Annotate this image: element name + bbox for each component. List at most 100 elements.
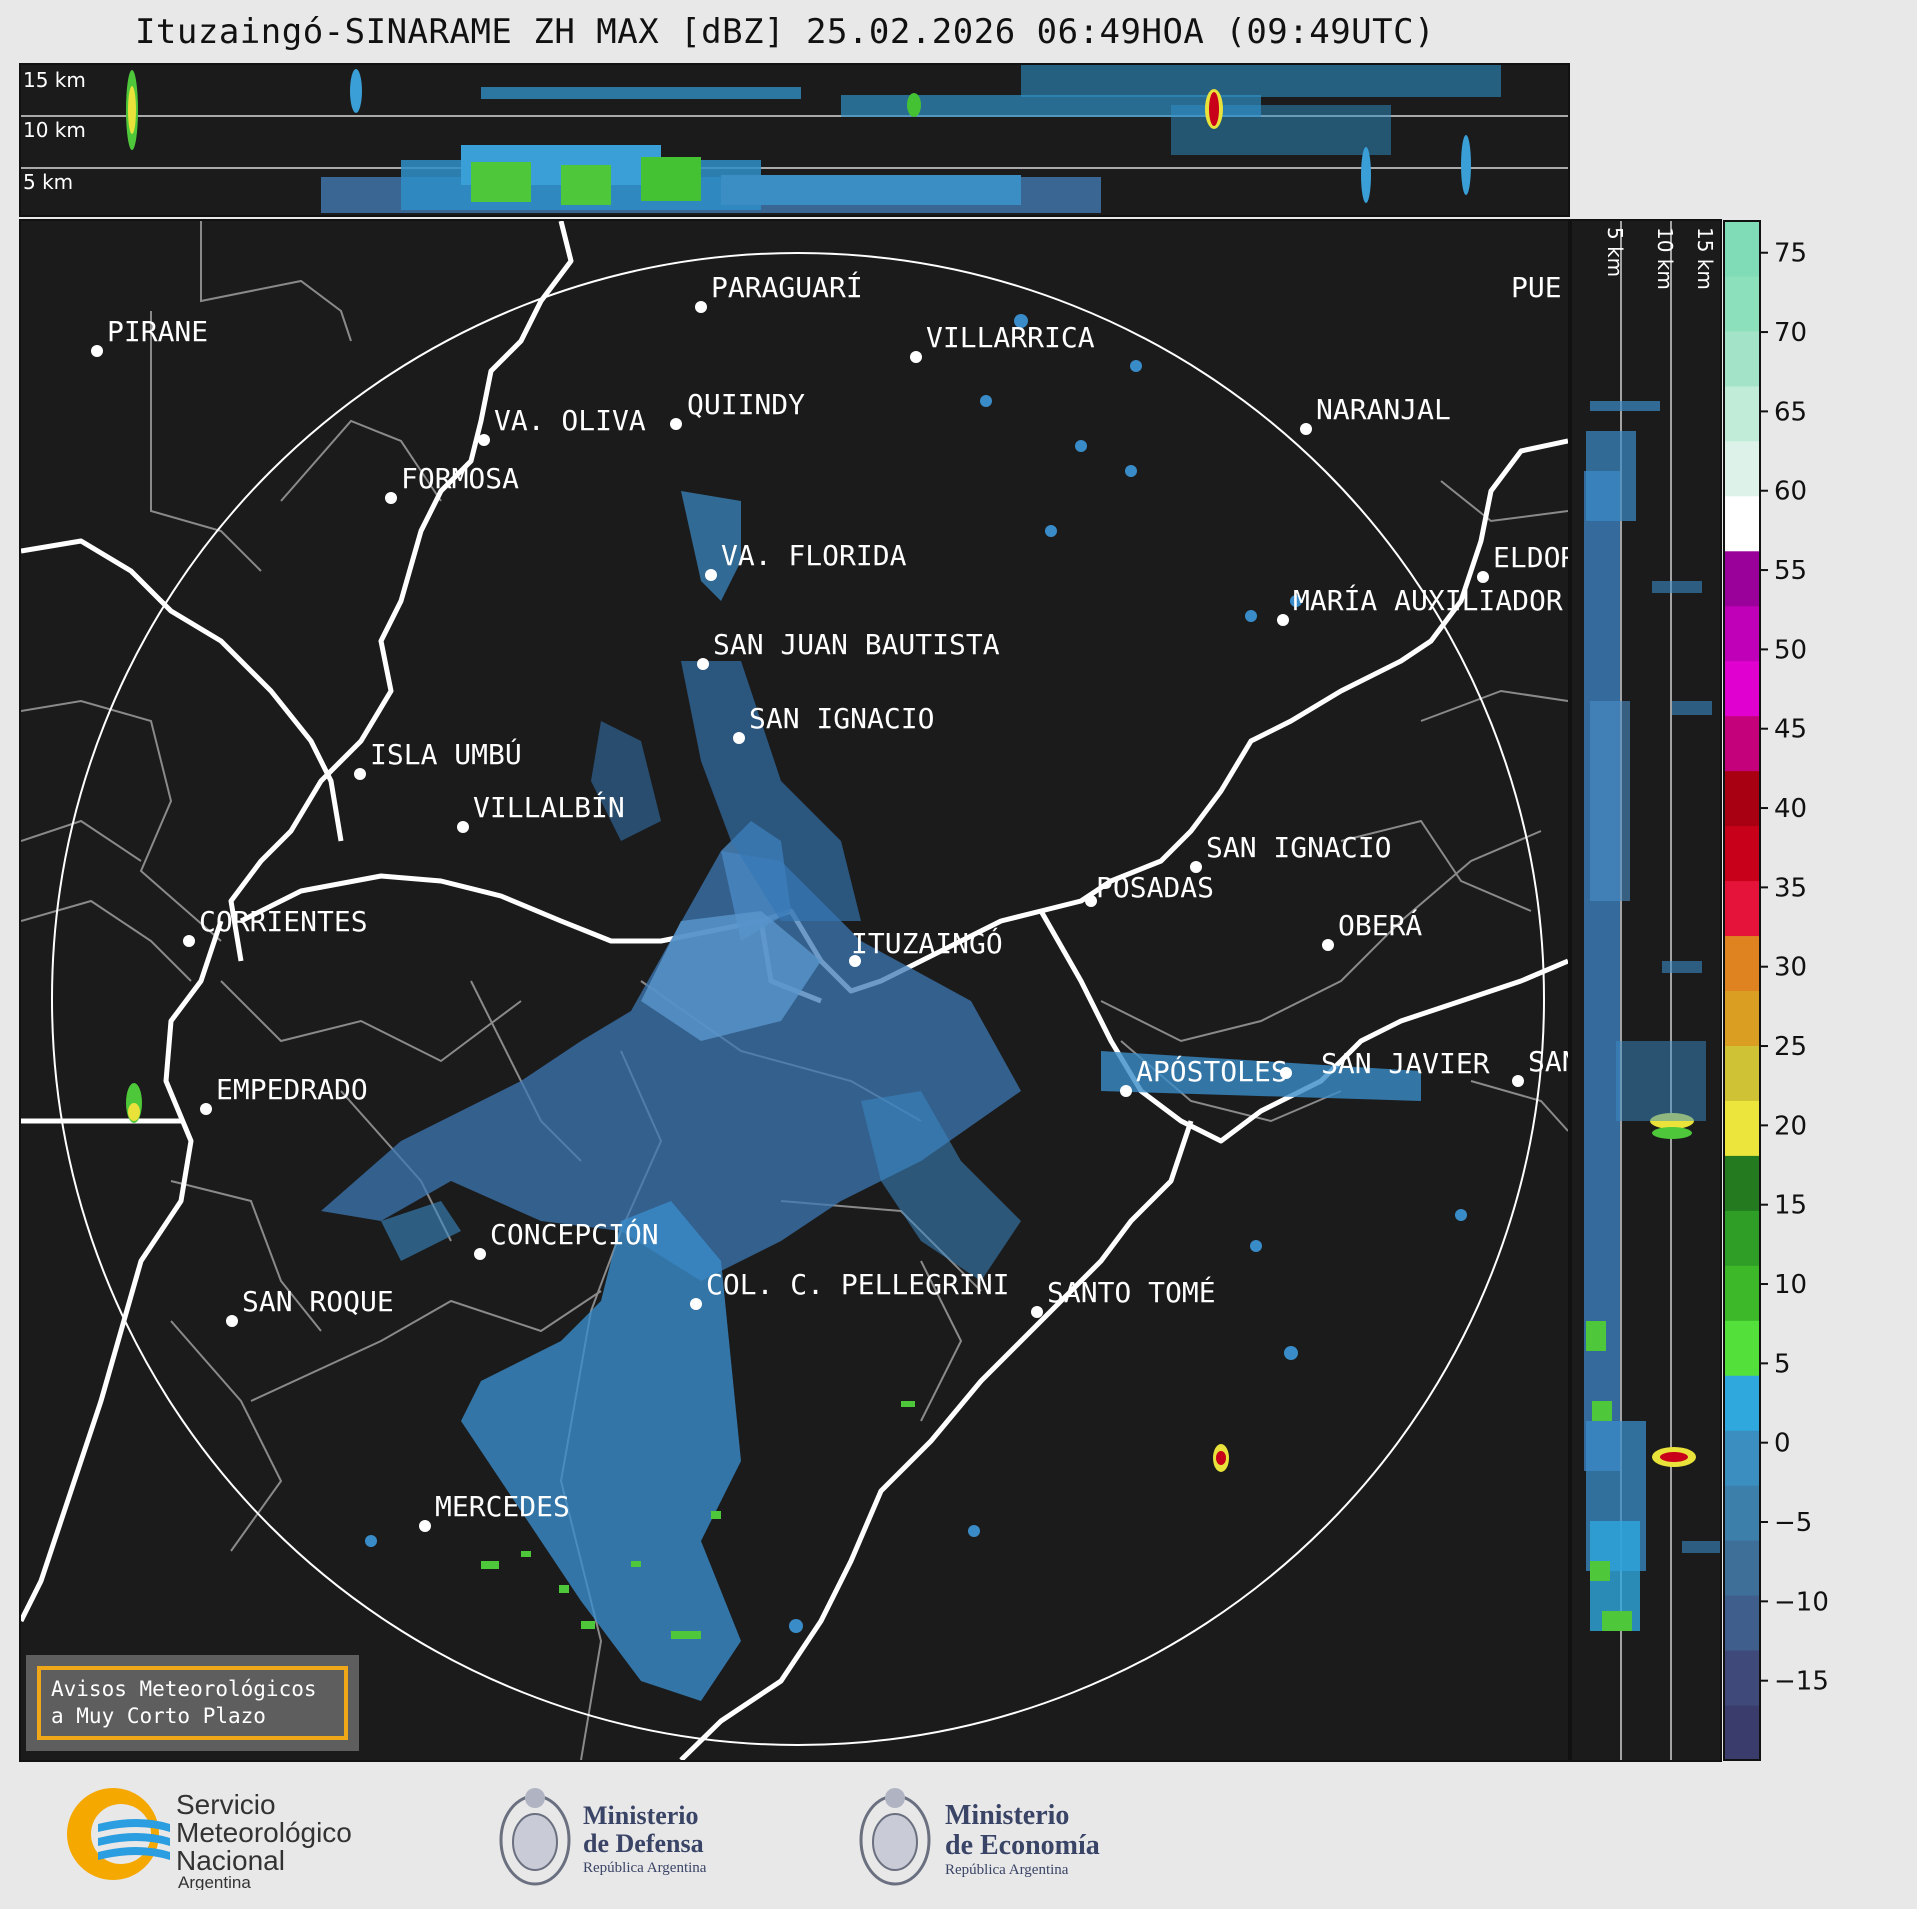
- economia-logo: Ministerio de Economía República Argenti…: [855, 1780, 1155, 1890]
- side-height-label-15: 15 km: [1693, 227, 1717, 290]
- colorbar-segment: [1724, 1540, 1760, 1596]
- smn-line-2: Meteorológico: [176, 1817, 352, 1848]
- colorbar-segment: [1724, 1045, 1760, 1101]
- colorbar-tick-label: −5: [1774, 1508, 1812, 1538]
- city-label: CONCEPCIÓN: [490, 1217, 659, 1251]
- notice-box: Avisos Meteorológicos a Muy Corto Plazo: [26, 1655, 359, 1751]
- defensa-line-2: de Defensa: [583, 1829, 704, 1858]
- colorbar-segment: [1724, 1265, 1760, 1321]
- city-label: VA. FLORIDA: [721, 539, 907, 572]
- city-label: NARANJAL: [1316, 393, 1451, 426]
- smn-logo: Servicio Meteorológico Nacional Argentin…: [58, 1780, 388, 1890]
- profile-echoes: [126, 65, 1501, 213]
- city-label: VILLALBÍN: [473, 790, 625, 824]
- colorbar-tick-label: 65: [1774, 397, 1807, 427]
- city-label: VA. OLIVA: [494, 404, 646, 437]
- height-label-15: 15 km: [23, 68, 86, 92]
- colorbar-segment: [1724, 1705, 1760, 1761]
- colorbar-segment: [1724, 495, 1760, 552]
- colorbar-tick-label: 55: [1774, 556, 1807, 586]
- colorbar-segment: [1724, 1485, 1760, 1541]
- city-label: OBERÁ: [1338, 908, 1422, 942]
- city-label: SAN IGNACIO: [749, 702, 934, 735]
- side-profile-plot: 5 km 10 km 15 km: [1584, 221, 1720, 1760]
- economia-line-3: República Argentina: [945, 1862, 1069, 1878]
- defensa-line-1: Ministerio: [583, 1801, 699, 1830]
- city-label: SAN JAVIER: [1321, 1047, 1490, 1080]
- defensa-line-3: República Argentina: [583, 1860, 707, 1876]
- colorbar-segment: [1724, 715, 1760, 772]
- economia-logo-graphic: Ministerio de Economía República Argenti…: [859, 1788, 1100, 1886]
- map-title: Ituzaingó-SINARAME ZH MAX [dBZ] 25.02.20…: [134, 12, 1436, 52]
- range-ring: [51, 252, 1545, 1746]
- colorbar-tick-label: −15: [1774, 1667, 1829, 1697]
- colorbar-segment: [1724, 1650, 1760, 1706]
- colorbar-segment: [1724, 440, 1760, 497]
- colorbar-segment: [1724, 880, 1760, 937]
- city-label: SANTO TOMÉ: [1047, 1275, 1216, 1309]
- city-label: APÓSTOLES: [1136, 1054, 1288, 1088]
- city-label: MARÍA AUXILIADOR: [1293, 583, 1563, 617]
- colorbar-tick-label: 25: [1774, 1032, 1807, 1062]
- colorbar-tick-label: 15: [1774, 1191, 1807, 1221]
- colorbar-segment: [1724, 1430, 1760, 1486]
- city-label: SAN JUAN BAUTISTA: [713, 628, 1000, 661]
- colorbar-segment: [1724, 385, 1760, 442]
- city-label: CORRIENTES: [199, 905, 368, 938]
- profile-plot: 15 km 10 km 5 km: [21, 65, 1568, 213]
- height-label-5: 5 km: [23, 170, 73, 194]
- map-svg: PIRANE PARAGUARÍ VILLARRICA QUIINDY VA. …: [21, 221, 1568, 1760]
- city-label: PARAGUARÍ: [711, 270, 863, 304]
- colorbar-segment: [1724, 770, 1760, 827]
- colorbar-segment: [1724, 330, 1760, 387]
- radar-site-label: ITUZAINGÓ: [851, 926, 1003, 960]
- north-south-profile-panel: 15 km 10 km 5 km: [19, 63, 1570, 217]
- rivers: [21, 221, 1568, 1760]
- defensa-logo: Ministerio de Defensa República Argentin…: [495, 1780, 775, 1890]
- colorbar-segment: [1724, 1210, 1760, 1266]
- colorbar-tick-label: 30: [1774, 953, 1807, 983]
- city-label: PIRANE: [107, 315, 208, 348]
- economia-line-2: de Economía: [945, 1830, 1100, 1861]
- notice-line-1: Avisos Meteorológicos: [51, 1677, 317, 1701]
- notice-frame: Avisos Meteorológicos a Muy Corto Plazo: [37, 1666, 348, 1740]
- city-label: SAN ROQUE: [242, 1285, 394, 1318]
- notice-line-2: a Muy Corto Plazo: [51, 1704, 266, 1728]
- radar-echoes: [126, 314, 1467, 1701]
- city-label: VILLARRICA: [926, 321, 1095, 354]
- east-west-profile-panel: 5 km 10 km 15 km: [1570, 219, 1722, 1762]
- city-label: ISLA UMBÚ: [370, 737, 522, 771]
- city-label: EMPEDRADO: [216, 1073, 368, 1106]
- colorbar-tick-label: −10: [1774, 1587, 1829, 1617]
- colorbar-tick-label: 20: [1774, 1111, 1807, 1141]
- city-labels: PIRANE PARAGUARÍ VILLARRICA QUIINDY VA. …: [91, 270, 1568, 1532]
- radar-map[interactable]: PIRANE PARAGUARÍ VILLARRICA QUIINDY VA. …: [19, 219, 1570, 1762]
- colorbar-segment: [1724, 550, 1760, 607]
- colorbar-segment: [1724, 990, 1760, 1046]
- smn-line-4: Argentina: [178, 1873, 251, 1890]
- colorbar-tick-label: 40: [1774, 794, 1807, 824]
- colorbar-frame: [1723, 220, 1761, 1761]
- side-height-label-10: 10 km: [1653, 227, 1677, 290]
- colorbar-segment: [1724, 1155, 1760, 1211]
- economia-line-1: Ministerio: [945, 1800, 1069, 1831]
- smn-line-1: Servicio: [176, 1789, 276, 1820]
- colorbar-tick-label: 10: [1774, 1270, 1807, 1300]
- smn-line-3: Nacional: [176, 1845, 285, 1876]
- dbz-colorbar: 75 70 65 60 55 50 45 40 35 30 25 20 15 10 5 0 −5 −10 −15: [1722, 219, 1829, 1762]
- colorbar-tick-label: 35: [1774, 873, 1807, 903]
- colorbar-segment: [1724, 1320, 1760, 1376]
- colorbar-segment: [1724, 1595, 1760, 1651]
- colorbar-tick-label: 60: [1774, 477, 1807, 507]
- colorbar-segment: [1724, 221, 1760, 277]
- colorbar-tick-label: 50: [1774, 635, 1807, 665]
- height-label-10: 10 km: [23, 118, 86, 142]
- colorbar-segment: [1724, 275, 1760, 332]
- city-label: ELDOR: [1493, 541, 1568, 574]
- city-label: SAN: [1528, 1045, 1568, 1078]
- colorbar-segment: [1724, 605, 1760, 662]
- colorbar-tick-label: 5: [1774, 1349, 1791, 1379]
- city-label: MERCEDES: [435, 1490, 570, 1523]
- colorbar-segment: [1724, 935, 1760, 991]
